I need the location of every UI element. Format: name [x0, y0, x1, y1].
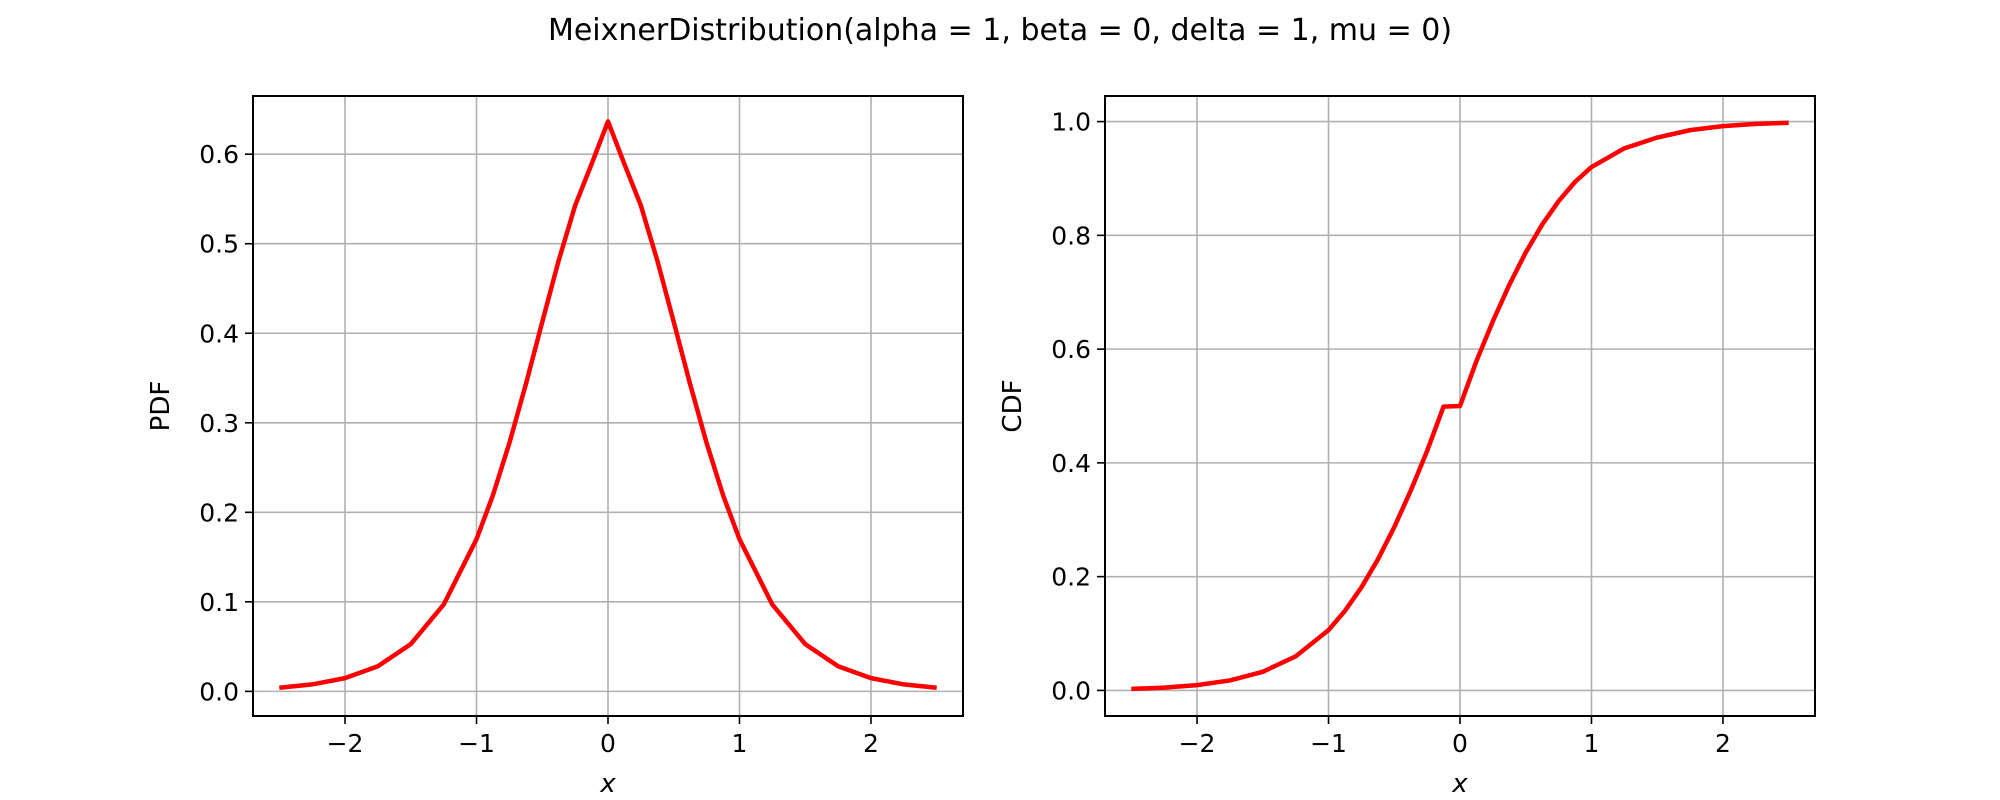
cdf-y-tick-label: 0.0: [1051, 676, 1091, 705]
cdf-panel: −2 −1 0 1 2 0.0 0.2 0.4 0.6 0.8 1.0 x CDF: [998, 95, 1816, 799]
pdf-y-tick-label: 0.6: [199, 140, 239, 169]
pdf-y-tick-label: 0.0: [199, 677, 239, 706]
pdf-y-tick-label: 0.3: [199, 409, 239, 438]
cdf-y-tick-label: 0.2: [1051, 563, 1091, 592]
cdf-y-tick-label: 0.4: [1051, 449, 1091, 478]
pdf-y-tick-label: 0.4: [199, 319, 239, 348]
pdf-curve-line: [279, 119, 937, 690]
pdf-panel: −2 −1 0 1 2 0.0 0.1 0.2 0.3 0.4 0.5 0.6 x PDF: [146, 95, 964, 799]
pdf-x-tick-label: 0: [600, 729, 616, 758]
pdf-x-tick-label: −2: [327, 729, 364, 758]
cdf-y-tick-label: 0.8: [1051, 221, 1091, 250]
cdf-curve-line: [1131, 120, 1789, 692]
cdf-x-tick-label: 0: [1452, 729, 1468, 758]
pdf-x-tick-label: 2: [863, 729, 879, 758]
cdf-x-tick-label: −1: [1310, 729, 1347, 758]
cdf-x-tick-label: 1: [1584, 729, 1600, 758]
pdf-y-axis-label: PDF: [146, 381, 176, 432]
cdf-x-tick-label: 2: [1715, 729, 1731, 758]
cdf-x-tick-label: −2: [1179, 729, 1216, 758]
cdf-y-tick-label: 1.0: [1051, 108, 1091, 137]
pdf-x-axis-label: x: [599, 769, 616, 799]
cdf-y-axis-label: CDF: [998, 379, 1028, 432]
pdf-y-tick-label: 0.1: [199, 588, 239, 617]
figure-suptitle: MeixnerDistribution(alpha = 1, beta = 0,…: [548, 13, 1452, 48]
pdf-y-tick-label: 0.2: [199, 498, 239, 527]
pdf-y-tick-label: 0.5: [199, 230, 239, 259]
cdf-x-axis-label: x: [1451, 769, 1468, 799]
cdf-y-tick-label: 0.6: [1051, 335, 1091, 364]
pdf-x-tick-label: −1: [458, 729, 495, 758]
pdf-x-tick-label: 1: [732, 729, 748, 758]
